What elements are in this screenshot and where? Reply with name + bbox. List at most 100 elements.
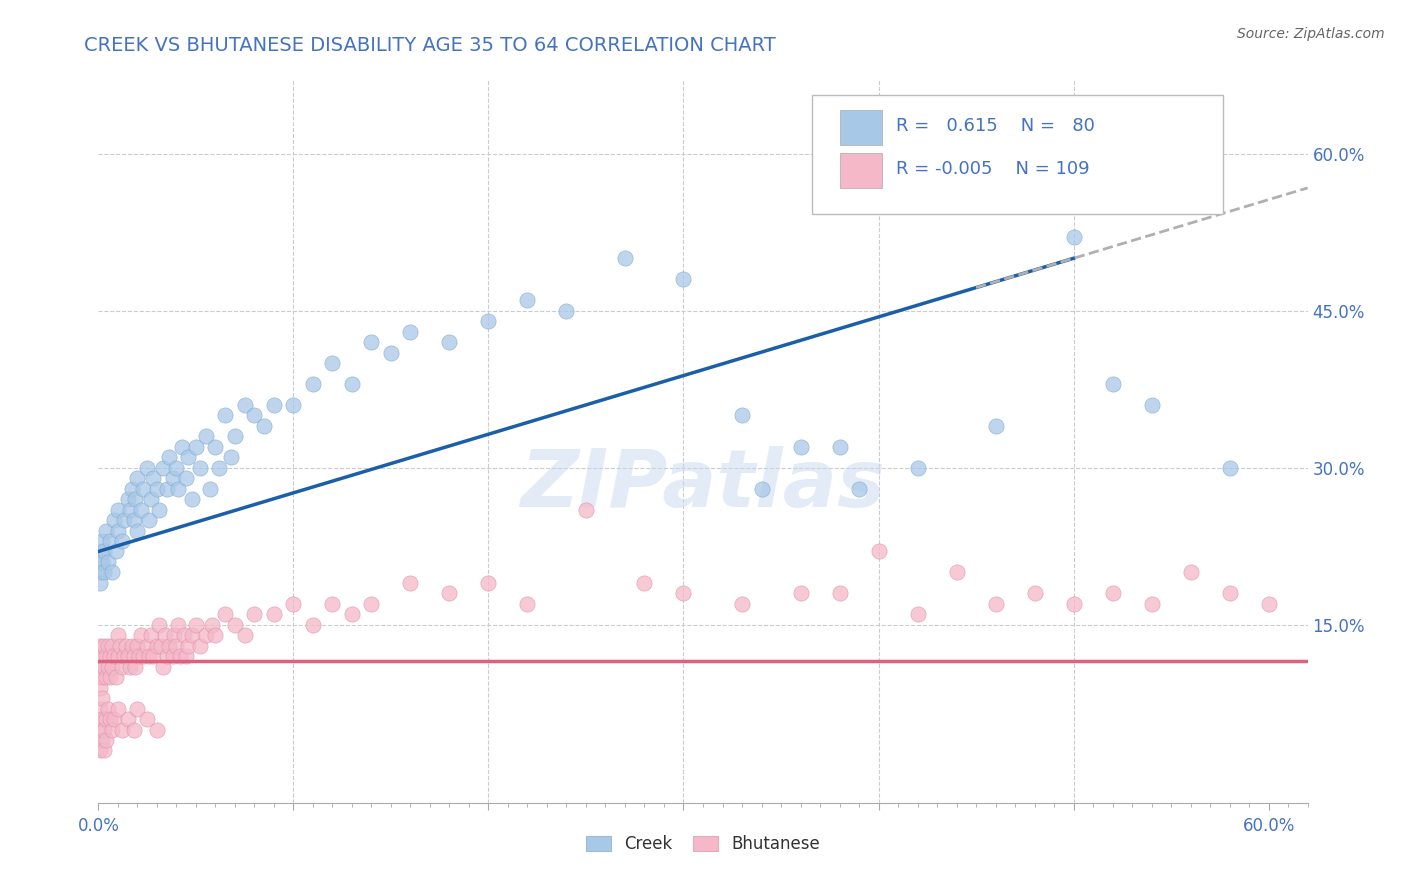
Point: [101, 639, 124, 653]
Point: [263, 398, 285, 412]
Point: [907, 607, 929, 622]
Point: [96, 670, 118, 684]
Point: [1063, 230, 1085, 244]
Point: [93, 566, 115, 580]
Point: [111, 723, 134, 737]
Point: [112, 649, 135, 664]
Point: [117, 712, 139, 726]
Point: [1219, 586, 1241, 600]
Point: [169, 649, 191, 664]
Text: ZIPatlas: ZIPatlas: [520, 446, 886, 524]
Point: [111, 534, 134, 549]
Point: [152, 659, 174, 673]
Point: [731, 409, 754, 423]
Point: [516, 293, 538, 308]
Point: [340, 376, 363, 391]
Point: [243, 409, 266, 423]
Point: [104, 670, 127, 684]
Point: [165, 639, 187, 653]
Point: [162, 649, 184, 664]
Point: [91, 670, 114, 684]
Point: [204, 440, 226, 454]
Point: [139, 492, 162, 507]
Point: [146, 723, 169, 737]
Point: [1024, 586, 1046, 600]
Point: [107, 649, 129, 664]
Point: [98, 649, 121, 664]
Point: [127, 701, 149, 715]
Point: [302, 376, 325, 391]
Point: [122, 513, 145, 527]
Point: [121, 482, 143, 496]
Point: [219, 450, 242, 465]
Point: [167, 617, 190, 632]
Point: [828, 440, 851, 454]
Point: [208, 460, 231, 475]
Point: [117, 649, 139, 664]
Point: [146, 639, 169, 653]
Point: [122, 649, 145, 664]
Point: [138, 513, 160, 527]
Point: [633, 575, 655, 590]
Point: [477, 314, 499, 328]
Point: [128, 649, 150, 664]
Point: [89, 659, 111, 673]
Point: [91, 712, 114, 726]
Point: [945, 566, 967, 580]
Point: [1140, 398, 1163, 412]
Point: [136, 639, 159, 653]
Point: [96, 524, 118, 538]
Point: [97, 701, 120, 715]
Point: [283, 398, 305, 412]
Point: [91, 534, 114, 549]
Point: [98, 670, 121, 684]
Point: [163, 628, 186, 642]
Point: [121, 639, 143, 653]
Point: [146, 482, 169, 496]
Point: [516, 597, 538, 611]
Point: [340, 607, 363, 622]
Text: R = -0.005    N = 109: R = -0.005 N = 109: [897, 160, 1090, 178]
Legend: Creek, Bhutanese: Creek, Bhutanese: [579, 828, 827, 860]
Point: [177, 639, 200, 653]
Point: [439, 586, 461, 600]
Point: [177, 450, 200, 465]
Point: [789, 586, 811, 600]
Point: [1101, 376, 1123, 391]
Point: [1180, 566, 1202, 580]
Point: [167, 482, 190, 496]
Point: [91, 691, 114, 706]
Point: [127, 471, 149, 485]
Point: [97, 659, 120, 673]
Point: [984, 418, 1007, 433]
Point: [114, 639, 136, 653]
Point: [107, 628, 129, 642]
Point: [233, 628, 256, 642]
Point: [136, 460, 159, 475]
Point: [93, 723, 115, 737]
Point: [101, 659, 124, 673]
Point: [96, 712, 118, 726]
Point: [233, 398, 256, 412]
Point: [132, 482, 155, 496]
Point: [165, 460, 187, 475]
Point: [152, 460, 174, 475]
Point: [174, 471, 197, 485]
Point: [1063, 597, 1085, 611]
Point: [224, 429, 246, 443]
Point: [132, 649, 155, 664]
Point: [142, 649, 165, 664]
Point: [107, 502, 129, 516]
Point: [104, 544, 127, 558]
Point: [153, 628, 176, 642]
Point: [263, 607, 285, 622]
Text: CREEK VS BHUTANESE DISABILITY AGE 35 TO 64 CORRELATION CHART: CREEK VS BHUTANESE DISABILITY AGE 35 TO …: [84, 36, 776, 54]
Point: [118, 502, 141, 516]
Point: [127, 639, 149, 653]
Point: [148, 617, 170, 632]
Point: [188, 460, 211, 475]
Point: [93, 544, 115, 558]
Point: [731, 597, 754, 611]
Point: [91, 555, 114, 569]
Point: [224, 617, 246, 632]
